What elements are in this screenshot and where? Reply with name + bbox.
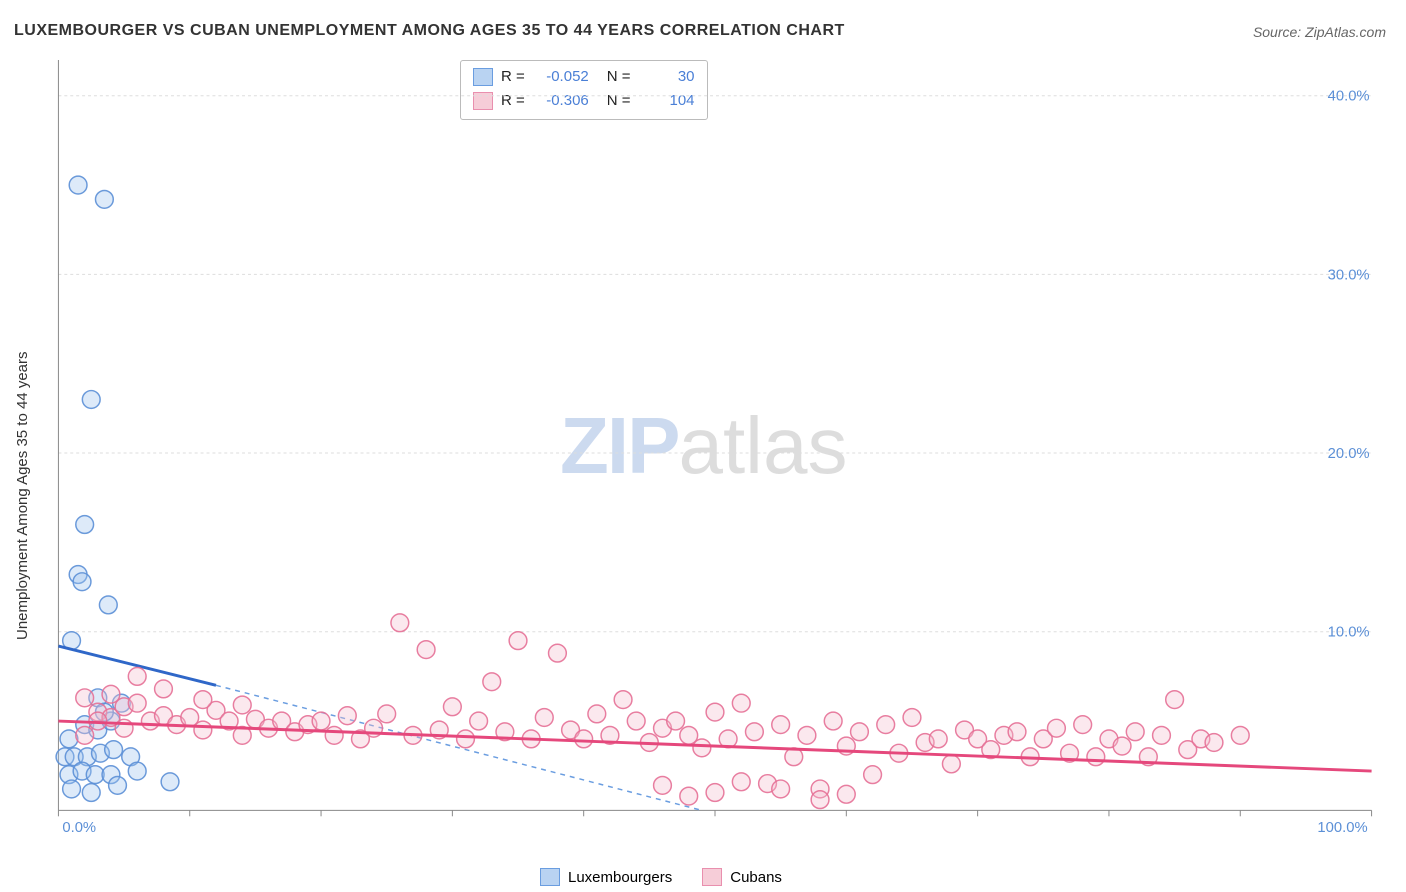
legend-label: Cubans: [730, 869, 782, 886]
correlation-scatter-chart: 10.0% 20.0% 30.0% 40.0% 0.0% 100.0%: [50, 60, 1380, 840]
chart-title: LUXEMBOURGER VS CUBAN UNEMPLOYMENT AMONG…: [14, 22, 845, 40]
swatch-icon: [540, 868, 560, 886]
swatch-icon: [702, 868, 722, 886]
legend-item: Cubans: [702, 868, 782, 886]
y-axis-label: Unemployment Among Ages 35 to 44 years: [14, 351, 31, 640]
legend-label: Luxembourgers: [568, 869, 672, 886]
svg-text:0.0%: 0.0%: [62, 820, 96, 836]
svg-text:40.0%: 40.0%: [1328, 89, 1370, 105]
svg-text:100.0%: 100.0%: [1317, 820, 1367, 836]
svg-text:30.0%: 30.0%: [1328, 267, 1370, 283]
series-legend: Luxembourgers Cubans: [540, 868, 782, 886]
source-attribution: Source: ZipAtlas.com: [1253, 24, 1386, 40]
legend-item: Luxembourgers: [540, 868, 672, 886]
svg-text:20.0%: 20.0%: [1328, 446, 1370, 462]
svg-text:10.0%: 10.0%: [1328, 625, 1370, 641]
